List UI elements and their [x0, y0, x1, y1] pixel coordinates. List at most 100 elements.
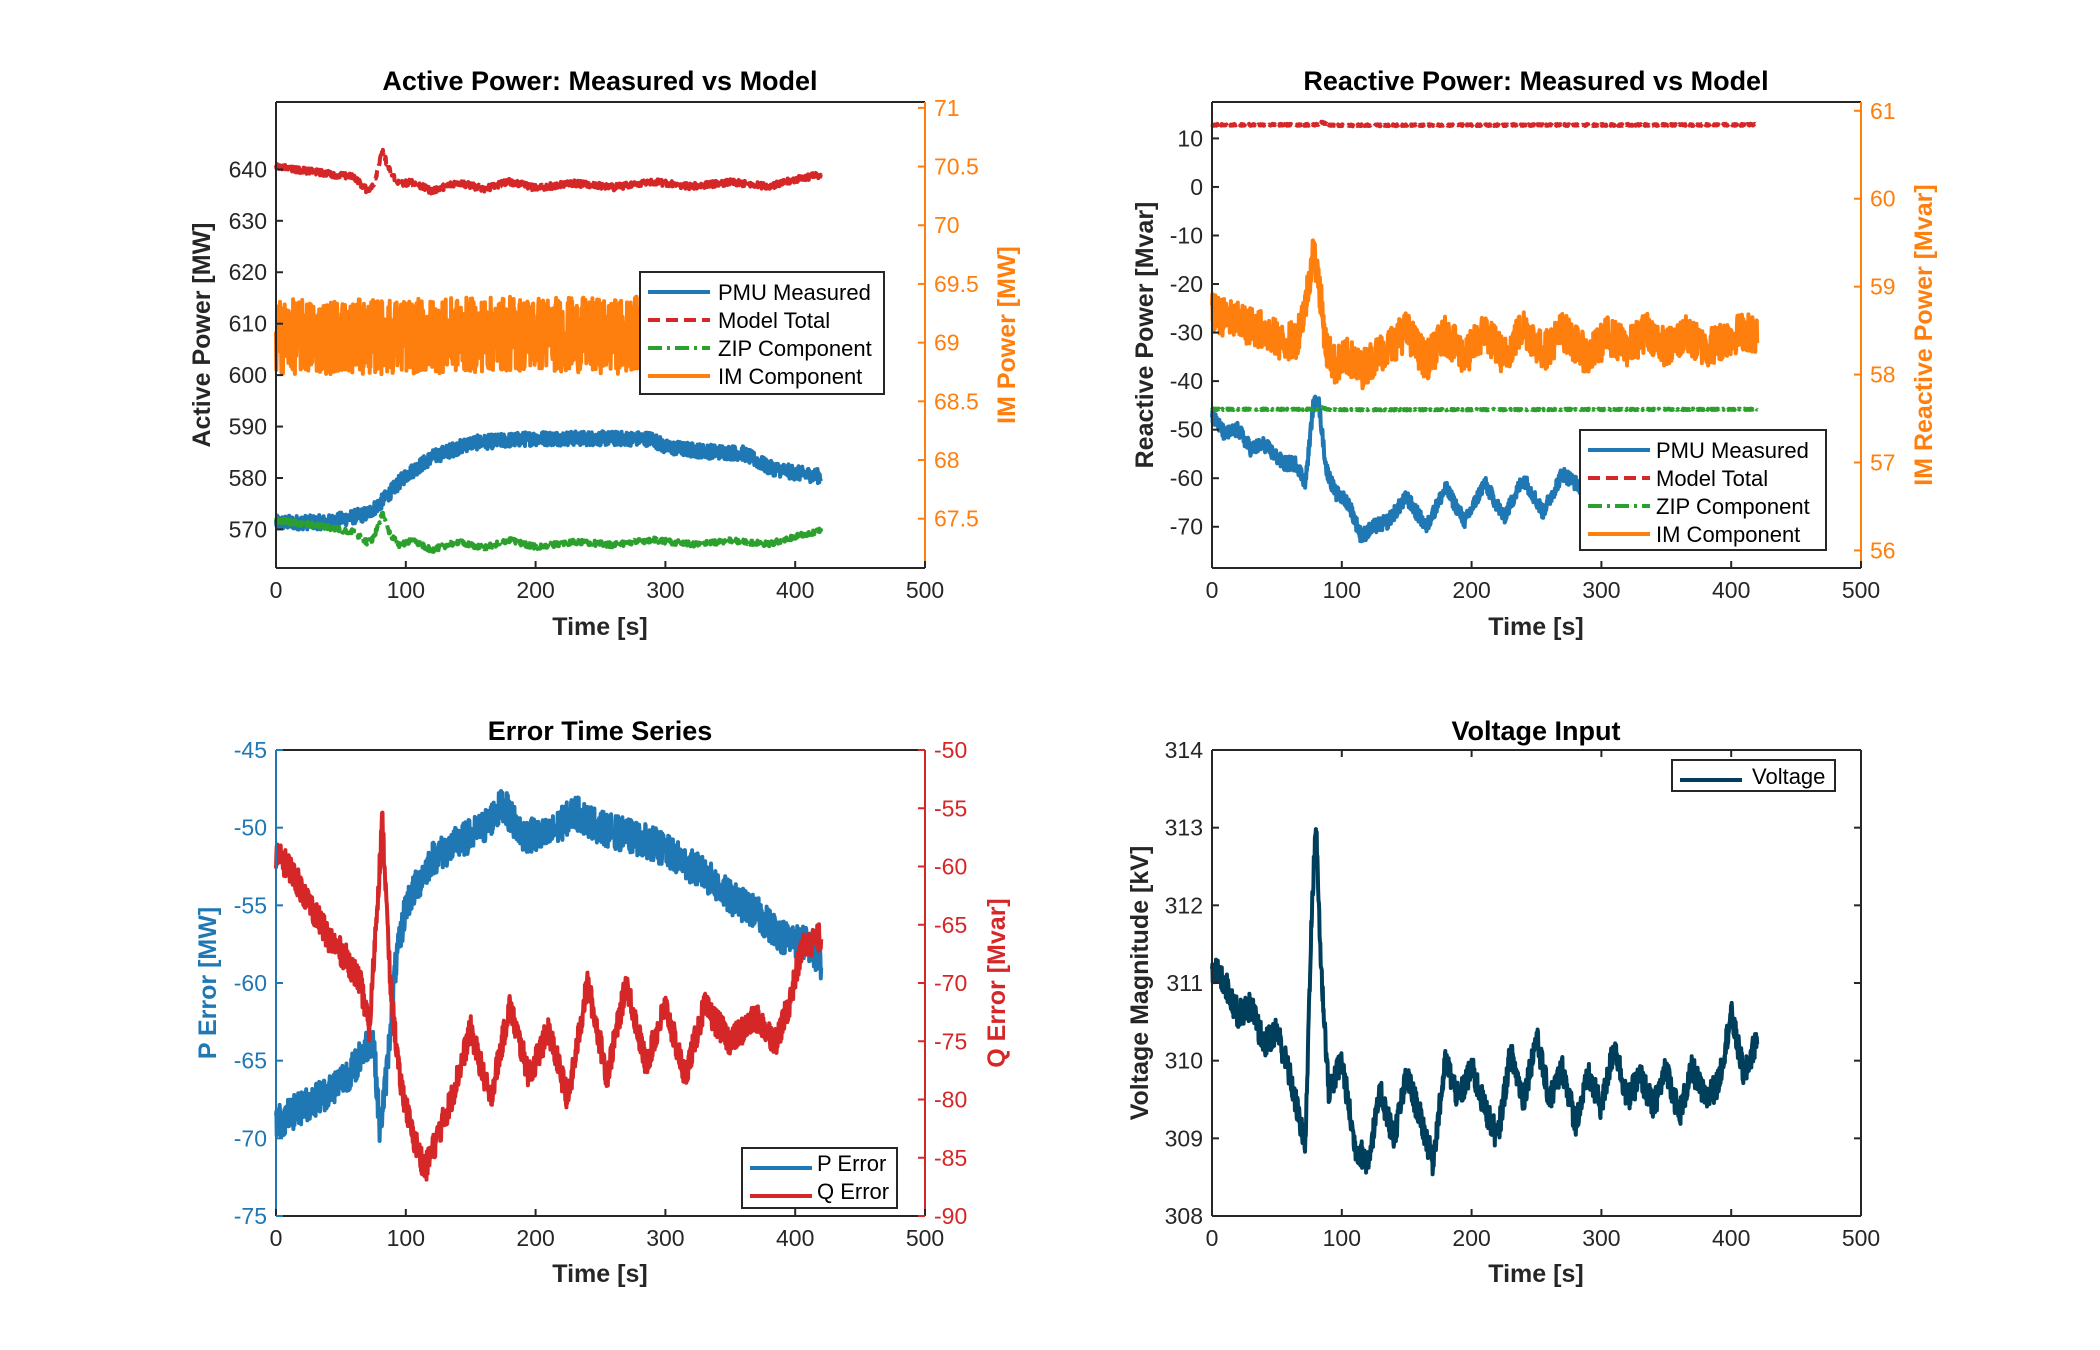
series-line-pmu-measured [274, 429, 823, 532]
x-tick-label: 400 [1712, 1225, 1750, 1251]
y-tick-label: -50 [234, 815, 267, 841]
y-tick-label: 590 [229, 414, 267, 440]
legend-labels: P Error Q Error [817, 1151, 889, 1204]
y-tick-label: -45 [234, 737, 267, 763]
x-tick-label: 300 [1582, 577, 1620, 603]
legend-label: P Error [817, 1151, 886, 1176]
y-tick-label: 308 [1165, 1203, 1203, 1229]
x-tick-label: 200 [516, 1225, 554, 1251]
x-tick-label: 100 [387, 577, 425, 603]
plot-area [274, 789, 824, 1182]
x-tick-label: 300 [646, 577, 684, 603]
legend-labels: PMU Measured Model Total ZIP Component I… [1656, 438, 1810, 547]
y-axis-label: Reactive Power [Mvar] [1131, 202, 1159, 469]
y-tick-label: -60 [234, 970, 267, 996]
series-line-voltage [1210, 827, 1760, 1177]
y-tick-label: 312 [1165, 892, 1203, 918]
axes: 0 100 200 300 400 500 570 580 590 600 610 620 630 640… [229, 95, 979, 603]
y-tick-label: -40 [1170, 368, 1203, 394]
chart-title: Reactive Power: Measured vs Model [1303, 66, 1768, 96]
y-tick-label: -70 [1170, 514, 1203, 540]
chart-title: Voltage Input [1452, 716, 1621, 746]
chart-title: Error Time Series [488, 716, 713, 746]
y-tick-label: 310 [1165, 1048, 1203, 1074]
legend-label: IM Component [1656, 522, 1800, 547]
y-right-tick-label: -55 [934, 795, 967, 821]
legend [741, 1147, 898, 1209]
y-tick-label: -60 [1170, 465, 1203, 491]
chart-title: Active Power: Measured vs Model [382, 66, 817, 96]
plot-area [274, 147, 824, 554]
legend-label: ZIP Component [718, 336, 872, 361]
legend [1579, 429, 1827, 551]
y-tick-label: 314 [1165, 737, 1204, 763]
legend-label: ZIP Component [1656, 494, 1810, 519]
y-axis-label: Voltage Magnitude [kV] [1126, 846, 1154, 1121]
y-right-tick-label: 61 [1870, 98, 1896, 124]
series-line-im-component [274, 294, 707, 377]
plot-area [1210, 119, 1760, 544]
voltage-input-chart: 0 100 200 300 400 500 308 309 310 311 312 313 314 Vol… [1126, 716, 1880, 1288]
x-tick-label: 400 [776, 577, 814, 603]
active-power-chart: 0 100 200 300 400 500 570 580 590 600 610 620 630 640… [188, 66, 1021, 641]
x-axis-label: Time [s] [1488, 613, 1583, 641]
y-right-tick-label: 70.5 [934, 154, 979, 180]
x-tick-label: 0 [270, 577, 283, 603]
y-tick-label: -75 [234, 1203, 267, 1229]
legend-label: IM Component [718, 364, 862, 389]
x-tick-label: 100 [1323, 577, 1361, 603]
y-tick-label: 313 [1165, 815, 1203, 841]
legend-labels: Voltage [1752, 764, 1825, 789]
legend-label: PMU Measured [718, 280, 871, 305]
error-time-series-chart: 0 100 200 300 400 500 -75 -70 -65 -60 -55 -50 -45 -90… [194, 716, 1011, 1288]
legend-label: Q Error [817, 1179, 889, 1204]
legend [639, 271, 885, 395]
y-tick-label: 570 [229, 516, 267, 542]
y-tick-label: 10 [1177, 125, 1203, 151]
y-right-tick-label: 69 [934, 330, 960, 356]
y-tick-label: 600 [229, 362, 267, 388]
x-tick-label: 0 [1206, 1225, 1219, 1251]
y-tick-label: -30 [1170, 320, 1203, 346]
y-right-tick-label: 58 [1870, 362, 1896, 388]
legend-label: PMU Measured [1656, 438, 1809, 463]
y-right-tick-label: 70 [934, 212, 960, 238]
series-line-q-error [274, 810, 824, 1182]
x-tick-label: 300 [1582, 1225, 1620, 1251]
y-tick-label: 0 [1190, 174, 1203, 200]
series-line-pmu-measured [1210, 394, 1604, 544]
y-right-tick-label: -70 [934, 970, 967, 996]
y-right-tick-label: 68 [934, 447, 960, 473]
x-axis-label: Time [s] [1488, 1260, 1583, 1288]
y-tick-label: 620 [229, 259, 267, 285]
y-tick-label: 610 [229, 311, 267, 337]
axes: 0 100 200 300 400 500 -75 -70 -65 -60 -55 -50 -45 -90… [234, 737, 968, 1251]
y-right-tick-label: 60 [1870, 186, 1896, 212]
y-right-axis-label: IM Reactive Power [Mvar] [1910, 184, 1938, 486]
x-tick-label: 200 [516, 577, 554, 603]
legend-label: Model Total [718, 308, 830, 333]
y-tick-label: 640 [229, 156, 267, 182]
x-tick-label: 300 [646, 1225, 684, 1251]
y-right-tick-label: 68.5 [934, 388, 979, 414]
y-tick-label: -50 [1170, 417, 1203, 443]
y-right-tick-label: 69.5 [934, 271, 979, 297]
legend-box [1671, 759, 1836, 792]
legend-label: Voltage [1752, 764, 1825, 789]
y-tick-label: -70 [234, 1125, 267, 1151]
y-right-axis-label: Q Error [Mvar] [983, 898, 1011, 1067]
x-tick-label: 0 [1206, 577, 1219, 603]
x-tick-label: 400 [1712, 577, 1750, 603]
series-line-im-component [1210, 238, 1760, 391]
y-tick-label: -10 [1170, 222, 1203, 248]
y-right-tick-label: -90 [934, 1203, 967, 1229]
x-tick-label: 500 [1842, 577, 1880, 603]
x-axis-label: Time [s] [552, 1260, 647, 1288]
axes: 0 100 200 300 400 500 -70 -60 -50 -40 -30 -20 -10 0 10… [1170, 98, 1896, 603]
x-tick-label: 100 [387, 1225, 425, 1251]
x-tick-label: 100 [1323, 1225, 1361, 1251]
x-tick-label: 500 [1842, 1225, 1880, 1251]
x-tick-label: 400 [776, 1225, 814, 1251]
series-line-zip-component [274, 510, 824, 554]
